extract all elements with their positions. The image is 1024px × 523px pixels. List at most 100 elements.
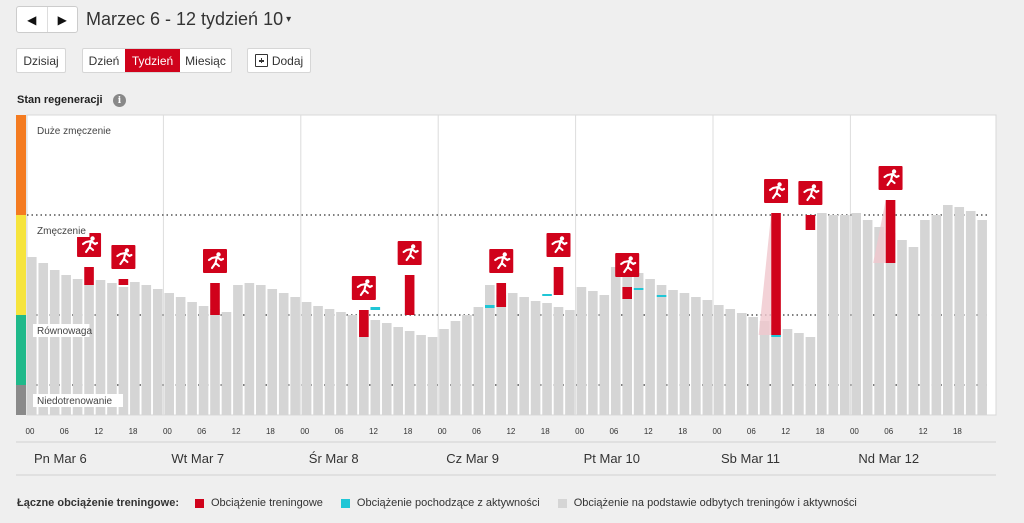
base-bar: [645, 279, 655, 415]
add-button[interactable]: Dodaj: [247, 48, 311, 73]
base-bar: [336, 312, 346, 415]
training-bar: [118, 279, 129, 285]
running-icon-figure: [883, 172, 900, 187]
base-bar: [175, 297, 186, 415]
running-icon-figure: [803, 187, 820, 202]
activity-bar: [370, 307, 381, 310]
base-bar: [370, 320, 381, 415]
base-bar: [244, 283, 255, 415]
running-icon: [77, 233, 102, 257]
legend-item-training: Obciążenie treningowe: [194, 497, 323, 509]
base-bar: [817, 213, 827, 415]
running-icon-head: [559, 236, 565, 241]
base-bar: [49, 270, 60, 415]
day-view-button[interactable]: Dzień: [83, 49, 125, 72]
base-bar: [885, 233, 896, 415]
hour-tick-label: 18: [816, 427, 825, 436]
hour-tick-label: 06: [609, 427, 618, 436]
hour-tick-label: 00: [300, 427, 309, 436]
training-bar: [622, 287, 632, 299]
base-bar: [130, 282, 140, 415]
base-bar: [553, 307, 564, 415]
running-icon-head: [777, 182, 782, 187]
base-bar: [908, 247, 919, 415]
base-bar: [107, 283, 117, 415]
running-icon: [546, 233, 571, 257]
next-period-button[interactable]: ▶: [48, 7, 78, 32]
running-icon: [203, 249, 227, 273]
legend-swatch-activity: [340, 498, 350, 508]
base-bar: [439, 329, 449, 415]
hour-tick-label: 06: [197, 427, 206, 436]
legend: Łączne obciążenie treningowe: Obciążenie…: [17, 497, 875, 509]
base-bar: [714, 305, 724, 415]
base-bar: [95, 280, 106, 415]
hour-tick-label: 18: [541, 427, 550, 436]
legend-label-training: Obciążenie treningowe: [210, 497, 323, 509]
running-icon-figure: [82, 239, 99, 254]
month-view-button[interactable]: Miesiąc: [180, 49, 231, 72]
base-bar: [839, 215, 850, 415]
triangle-right-icon: ▶: [57, 12, 67, 27]
running-icon-head: [410, 244, 416, 249]
prev-period-button[interactable]: ◀: [17, 7, 48, 32]
running-icon: [764, 179, 789, 203]
running-icon-figure: [356, 282, 373, 297]
training-bar: [771, 213, 781, 335]
running-icon: [489, 249, 514, 273]
running-icon: [615, 253, 640, 277]
running-icon-figure: [768, 185, 786, 200]
base-bar: [656, 285, 667, 415]
running-icon-figure: [402, 247, 419, 262]
running-icon-head: [811, 184, 817, 189]
hour-tick-label: 00: [575, 427, 584, 436]
activity-bar: [542, 294, 552, 296]
training-bar: [359, 310, 369, 337]
day-view-label: Dzień: [88, 53, 120, 68]
base-bar: [874, 227, 884, 415]
base-bar: [736, 313, 747, 415]
caret-down-icon: ▾: [286, 14, 292, 25]
day-label: Cz Mar 9: [446, 451, 499, 466]
base-bar: [118, 287, 129, 415]
base-bar: [965, 211, 976, 415]
running-icon-figure: [620, 259, 637, 274]
running-icon-head: [502, 252, 507, 257]
base-bar: [210, 309, 220, 415]
base-bar: [450, 321, 461, 415]
base-bar: [805, 337, 816, 415]
base-bar: [794, 333, 804, 415]
running-icon: [111, 245, 136, 269]
zone-label: Duże zmęczenie: [37, 126, 111, 137]
base-bar: [27, 257, 37, 415]
activity-bar: [656, 295, 667, 297]
base-bar: [954, 207, 965, 415]
base-bar: [622, 269, 632, 415]
base-bar: [324, 309, 335, 415]
base-bar: [897, 240, 907, 415]
week-view-button[interactable]: Tydzień: [125, 49, 180, 72]
base-bar: [507, 293, 518, 415]
running-icon-head: [628, 256, 633, 261]
hour-tick-label: 12: [94, 427, 103, 436]
running-icon: [397, 241, 422, 265]
today-button[interactable]: Dzisiaj: [16, 48, 66, 73]
zone-label-bg: [33, 124, 118, 137]
base-bar: [485, 285, 495, 415]
base-bar: [164, 293, 174, 415]
day-label: Śr Mar 8: [309, 451, 359, 466]
training-bar: [553, 267, 564, 295]
base-bar: [782, 329, 793, 415]
day-label: Sb Mar 11: [721, 451, 780, 466]
info-icon[interactable]: i: [113, 94, 126, 107]
triangle-left-icon: ◀: [27, 12, 37, 27]
running-icon: [798, 181, 823, 205]
period-title[interactable]: Marzec 6 - 12 tydzień 10 ▾: [86, 9, 291, 30]
base-bar: [278, 293, 289, 415]
hour-tick-label: 18: [403, 427, 412, 436]
running-icon-head: [216, 252, 221, 257]
day-label: Wt Mar 7: [171, 451, 224, 466]
legend-swatch-base: [557, 498, 567, 508]
base-bar: [943, 205, 953, 415]
base-bar: [759, 321, 770, 415]
